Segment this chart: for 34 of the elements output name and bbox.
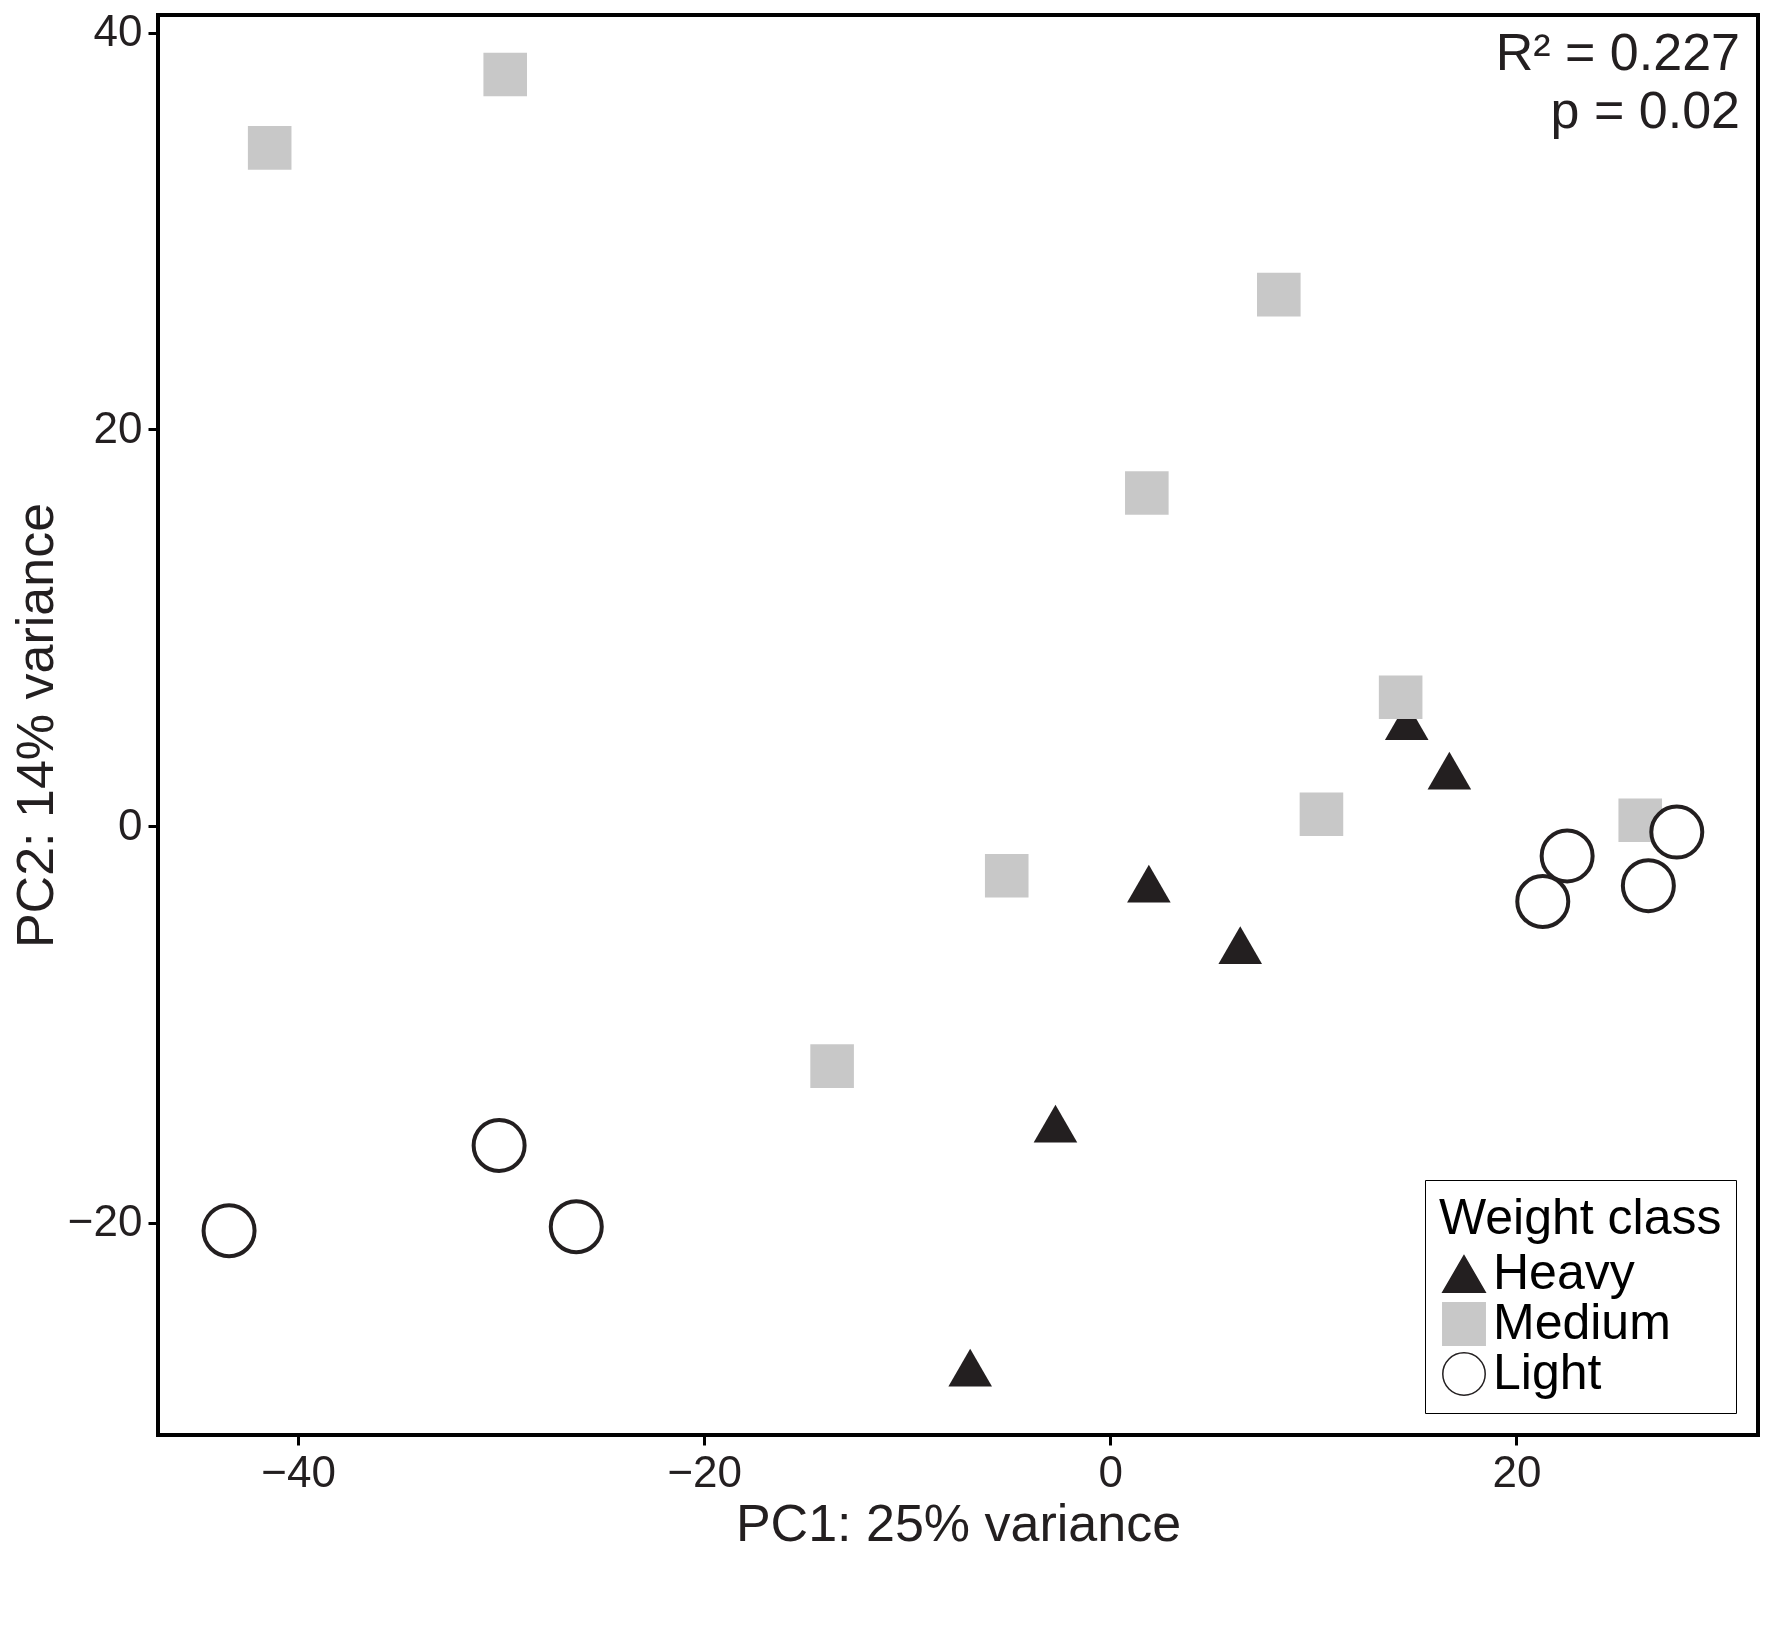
y-axis-title: PC2: 14% variance — [5, 502, 64, 949]
x-axis-title: PC1: 25% variance — [735, 1493, 1182, 1552]
point — [548, 1199, 604, 1255]
point — [984, 853, 1029, 898]
point — [948, 1348, 992, 1387]
point — [1539, 828, 1595, 884]
legend-title: Weight class — [1439, 1189, 1722, 1245]
point — [1125, 471, 1169, 515]
point — [471, 1118, 527, 1173]
point — [201, 1203, 257, 1259]
y-tick-label: −20 — [67, 1196, 143, 1246]
point — [1515, 874, 1571, 929]
point — [247, 126, 292, 170]
annotation: R² = 0.227 — [1495, 23, 1740, 81]
point — [810, 1044, 854, 1088]
point — [1427, 751, 1472, 790]
x-tick-label: 20 — [1492, 1446, 1542, 1496]
point — [1620, 858, 1676, 914]
point — [483, 52, 527, 97]
annotation: p = 0.02 — [1550, 81, 1740, 139]
point — [1299, 792, 1344, 837]
point — [1127, 864, 1171, 903]
y-tick-label: 0 — [118, 799, 143, 849]
x-tick-label: −40 — [261, 1446, 336, 1496]
y-tick-label: 40 — [93, 6, 143, 56]
point — [1257, 272, 1301, 317]
point — [1378, 675, 1423, 720]
x-tick-label: −20 — [667, 1446, 743, 1496]
legend-label: Light — [1493, 1344, 1602, 1400]
point — [1033, 1104, 1078, 1143]
point — [1649, 804, 1705, 860]
y-tick-label: 20 — [93, 403, 143, 452]
point — [1218, 926, 1263, 965]
x-tick-label: 0 — [1098, 1446, 1124, 1496]
